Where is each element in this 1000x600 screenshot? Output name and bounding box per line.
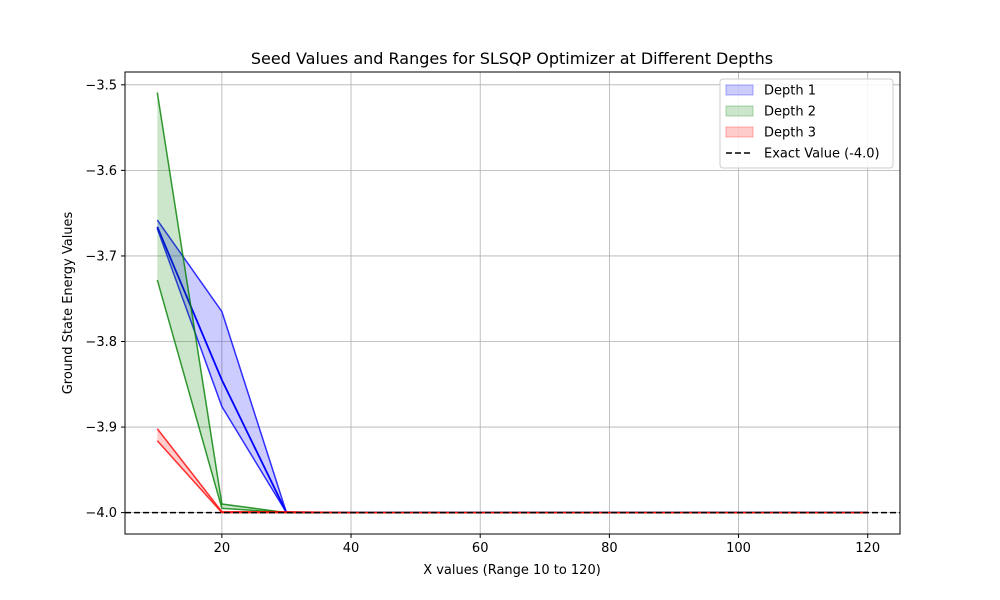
- depth-1-range-band: [157, 220, 868, 513]
- legend: Depth 1 Depth 2 Depth 3 Exact Value (-4.0): [719, 78, 894, 169]
- depth-2-lower-line: [156, 279, 868, 514]
- series-layer: [125, 92, 900, 514]
- plot-frame: [124, 71, 901, 535]
- exact-value-legend-label: Exact Value (-4.0): [764, 147, 880, 162]
- depth-3-legend-swatch: [725, 126, 754, 138]
- depth-2-legend-swatch: [725, 105, 754, 117]
- x-tick-label: 100: [726, 541, 751, 556]
- legend-box: [719, 78, 894, 169]
- y-tick-label: −3.6: [85, 164, 117, 179]
- depth-2-legend-label: Depth 2: [764, 105, 816, 120]
- x-tick-label: 40: [343, 541, 360, 556]
- x-tick-label: 120: [855, 541, 880, 556]
- y-tick-label: −3.8: [85, 335, 117, 350]
- chart-title: Seed Values and Ranges for SLSQP Optimiz…: [251, 49, 773, 68]
- x-tick-label: 20: [214, 541, 231, 556]
- x-axis-label: X values (Range 10 to 120): [423, 563, 601, 578]
- y-axis: −4.0 −3.9 −3.8 −3.7 −3.6 −3.5: [85, 78, 125, 521]
- depth-1-legend-label: Depth 1: [764, 84, 816, 99]
- depth-3-legend-label: Depth 3: [764, 126, 816, 141]
- y-tick-label: −3.7: [85, 249, 117, 264]
- x-axis: 20 40 60 80 100 120: [214, 534, 880, 556]
- y-tick-label: −3.9: [85, 421, 117, 436]
- depth-1-legend-swatch: [725, 84, 754, 96]
- x-tick-label: 60: [472, 541, 489, 556]
- y-tick-label: −3.5: [85, 78, 117, 93]
- y-tick-label: −4.0: [85, 506, 117, 521]
- y-axis-label: Ground State Energy Values: [61, 211, 76, 394]
- x-tick-label: 80: [601, 541, 618, 556]
